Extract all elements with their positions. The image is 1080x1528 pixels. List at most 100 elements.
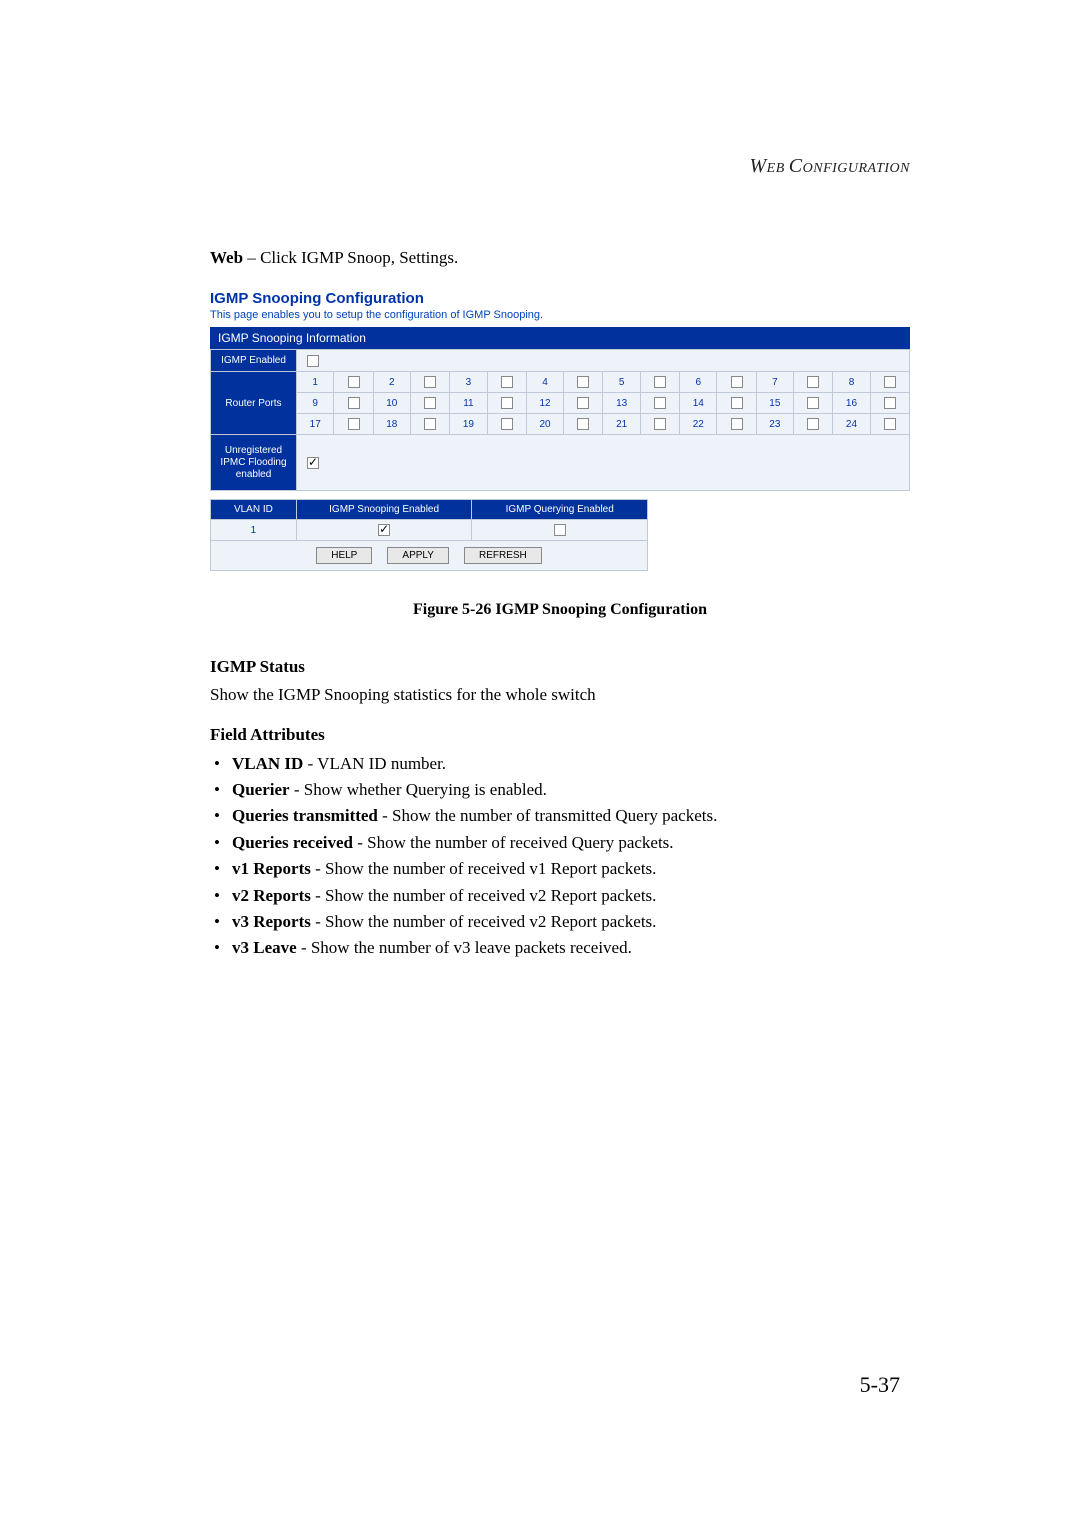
attr-bold: v3 Leave: [232, 938, 297, 957]
page-header: WEB CONFIGURATION: [210, 155, 910, 178]
checkbox[interactable]: [654, 418, 666, 430]
checkbox[interactable]: [731, 418, 743, 430]
config-screenshot: IGMP Snooping Configuration This page en…: [210, 290, 910, 571]
port-num: 19: [450, 414, 487, 435]
port-cb: [794, 393, 833, 414]
checkbox[interactable]: [807, 376, 819, 388]
help-button[interactable]: HELP: [316, 547, 372, 564]
attr-bold: Querier: [232, 780, 290, 799]
port-num: 7: [756, 372, 793, 393]
checkbox-checked[interactable]: [378, 524, 390, 536]
checkbox[interactable]: [348, 397, 360, 409]
port-cb: [717, 414, 756, 435]
checkbox[interactable]: [501, 397, 513, 409]
port-num: 15: [756, 393, 793, 414]
checkbox[interactable]: [348, 418, 360, 430]
checkbox[interactable]: [577, 418, 589, 430]
port-num: 14: [680, 393, 717, 414]
refresh-button[interactable]: REFRESH: [464, 547, 542, 564]
checkbox[interactable]: [654, 376, 666, 388]
checkbox[interactable]: [577, 397, 589, 409]
checkbox[interactable]: [554, 524, 566, 536]
checkbox[interactable]: [731, 397, 743, 409]
port-num: 3: [450, 372, 487, 393]
port-cb: [640, 414, 679, 435]
list-item: Querier - Show whether Querying is enabl…: [210, 777, 910, 803]
checkbox[interactable]: [307, 355, 319, 367]
list-item: VLAN ID - VLAN ID number.: [210, 751, 910, 777]
label-unreg: Unregistered IPMC Flooding enabled: [211, 435, 297, 491]
port-num: 6: [680, 372, 717, 393]
vlan-h-snoop: IGMP Snooping Enabled: [296, 500, 472, 520]
checkbox[interactable]: [807, 397, 819, 409]
attr-text: - VLAN ID number.: [303, 754, 446, 773]
port-cb: [640, 393, 679, 414]
attr-text: - Show the number of transmitted Query p…: [378, 806, 717, 825]
port-num: 5: [603, 372, 640, 393]
checkbox[interactable]: [424, 397, 436, 409]
checkbox[interactable]: [884, 418, 896, 430]
port-num: 21: [603, 414, 640, 435]
attr-text: - Show the number of received v2 Report …: [311, 886, 657, 905]
list-item: v3 Leave - Show the number of v3 leave p…: [210, 935, 910, 961]
attr-bold: v3 Reports: [232, 912, 311, 931]
port-num: 22: [680, 414, 717, 435]
attr-text: - Show whether Querying is enabled.: [290, 780, 547, 799]
checkbox[interactable]: [807, 418, 819, 430]
table-row: IGMP Enabled: [211, 350, 910, 372]
port-num: 23: [756, 414, 793, 435]
checkbox[interactable]: [348, 376, 360, 388]
port-cb: [794, 372, 833, 393]
port-num: 8: [833, 372, 870, 393]
checkbox[interactable]: [577, 376, 589, 388]
port-cb: [717, 393, 756, 414]
port-num: 18: [373, 414, 410, 435]
apply-button[interactable]: APPLY: [387, 547, 449, 564]
web-bold: Web: [210, 248, 243, 267]
port-num: 16: [833, 393, 870, 414]
vlan-h-id: VLAN ID: [211, 500, 297, 520]
checkbox[interactable]: [501, 376, 513, 388]
cell-unreg: [297, 435, 910, 491]
list-item: Queries transmitted - Show the number of…: [210, 803, 910, 829]
figure-caption: Figure 5-26 IGMP Snooping Configuration: [210, 601, 910, 619]
table-row: Router Ports 1 2 3 4 5 6 7 8: [211, 372, 910, 393]
port-num: 13: [603, 393, 640, 414]
port-num: 24: [833, 414, 870, 435]
vlan-snoop-cell: [296, 520, 472, 541]
table-row: VLAN ID IGMP Snooping Enabled IGMP Query…: [211, 500, 648, 520]
port-cb: [794, 414, 833, 435]
vlan-h-query: IGMP Querying Enabled: [472, 500, 648, 520]
port-cb: [564, 393, 603, 414]
port-num: 20: [526, 414, 563, 435]
vlan-id-cell: 1: [211, 520, 297, 541]
port-cb: [564, 414, 603, 435]
checkbox[interactable]: [424, 376, 436, 388]
header-rest: ONFIGURATION: [803, 161, 910, 176]
list-item: Queries received - Show the number of re…: [210, 830, 910, 856]
list-item: v3 Reports - Show the number of received…: [210, 909, 910, 935]
port-cb: [870, 393, 909, 414]
label-router-ports: Router Ports: [211, 372, 297, 435]
port-cb: [487, 372, 526, 393]
checkbox[interactable]: [884, 397, 896, 409]
checkbox[interactable]: [424, 418, 436, 430]
checkbox[interactable]: [501, 418, 513, 430]
page-number: 5-37: [860, 1372, 900, 1398]
sc-title: IGMP Snooping Configuration: [210, 290, 910, 307]
button-row: HELP APPLY REFRESH: [210, 541, 648, 571]
port-cb: [334, 414, 373, 435]
port-num: 11: [450, 393, 487, 414]
port-num: 1: [297, 372, 334, 393]
checkbox[interactable]: [884, 376, 896, 388]
port-cb: [411, 414, 450, 435]
para-igmp-status: Show the IGMP Snooping statistics for th…: [210, 683, 910, 707]
attr-bold: VLAN ID: [232, 754, 303, 773]
checkbox[interactable]: [731, 376, 743, 388]
attrs-list: VLAN ID - VLAN ID number. Querier - Show…: [210, 751, 910, 962]
header-c: C: [789, 155, 803, 177]
checkbox[interactable]: [654, 397, 666, 409]
checkbox-checked[interactable]: [307, 457, 319, 469]
port-cb: [717, 372, 756, 393]
attr-bold: Queries transmitted: [232, 806, 378, 825]
